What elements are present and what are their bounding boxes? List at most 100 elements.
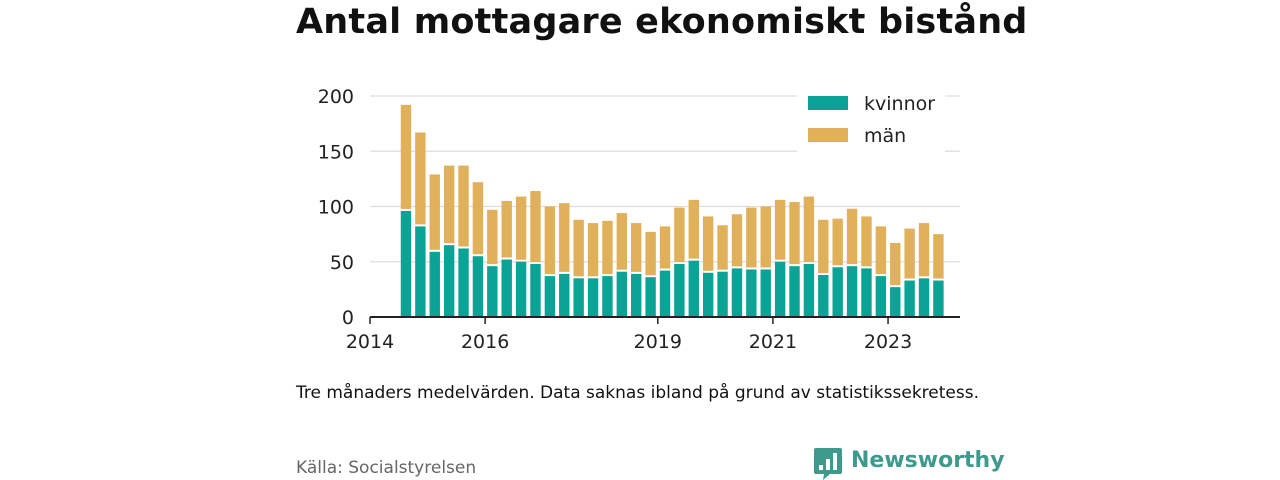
bar-man xyxy=(731,214,743,267)
chart-title: Antal mottagare ekonomiskt bistånd xyxy=(296,2,1028,42)
bar-man xyxy=(789,202,800,265)
bar-kvinnor xyxy=(631,273,642,317)
bar-man xyxy=(501,200,512,258)
bar-kvinnor xyxy=(861,268,872,317)
legend: kvinnor män xyxy=(797,84,945,152)
bar-kvinnor xyxy=(602,276,613,317)
bar-kvinnor xyxy=(587,278,599,317)
x-tick-label: 2014 xyxy=(346,331,394,353)
x-tick-label: 2021 xyxy=(749,331,797,353)
bar-kvinnor xyxy=(760,269,771,317)
legend-label-man: män xyxy=(864,125,906,147)
bar-man xyxy=(746,207,757,268)
bar-kvinnor xyxy=(415,226,426,317)
y-tick-label: 150 xyxy=(318,141,354,163)
bar-man xyxy=(818,219,829,274)
bar-kvinnor xyxy=(487,266,498,317)
bar-man xyxy=(933,234,944,279)
bar-man xyxy=(443,165,455,244)
bar-kvinnor xyxy=(458,248,469,317)
bar-man xyxy=(587,223,599,277)
y-tick-label: 0 xyxy=(342,307,354,329)
bar-man xyxy=(645,231,656,276)
bar-man xyxy=(458,165,469,247)
legend-swatch-man xyxy=(808,128,848,142)
bar-kvinnor xyxy=(933,280,944,317)
bar-man xyxy=(803,196,815,262)
bar-man xyxy=(616,213,628,270)
bar-man xyxy=(631,223,642,272)
bar-kvinnor xyxy=(530,263,541,317)
bar-kvinnor xyxy=(832,267,843,317)
bar-man xyxy=(429,174,440,250)
x-tick-label: 2019 xyxy=(634,331,682,353)
bar-kvinnor xyxy=(559,273,570,317)
bar-kvinnor xyxy=(746,269,757,317)
bar-man xyxy=(530,191,541,262)
bar-man xyxy=(846,208,858,265)
x-tick-label: 2016 xyxy=(461,331,509,353)
bar-man xyxy=(861,216,872,267)
legend-swatch-kvinnor xyxy=(808,96,848,110)
brand-name: Newsworthy xyxy=(851,448,1005,473)
bar-kvinnor xyxy=(774,261,786,317)
bar-kvinnor xyxy=(731,268,743,317)
stacked-bar-chart: 0 50 100 150 200 2014 2016 2019 2021 2023 kvinno… xyxy=(318,84,960,353)
bar-man xyxy=(760,206,771,268)
bar-kvinnor xyxy=(904,280,915,317)
legend-label-kvinnor: kvinnor xyxy=(864,93,935,115)
y-tick-label: 100 xyxy=(318,197,354,219)
bar-man xyxy=(400,104,412,209)
bar-man xyxy=(890,242,901,286)
bar-kvinnor xyxy=(645,277,656,317)
bar-man xyxy=(559,203,570,272)
y-axis-ticks: 0 50 100 150 200 xyxy=(318,86,354,329)
bar-man xyxy=(688,199,699,259)
bar-kvinnor xyxy=(846,266,858,317)
bar-kvinnor xyxy=(803,263,815,317)
bars xyxy=(400,104,944,317)
bar-man xyxy=(702,216,714,271)
bar-kvinnor xyxy=(674,263,685,317)
bar-man xyxy=(674,207,685,262)
bar-man xyxy=(602,220,613,275)
bar-man xyxy=(515,196,527,260)
bar-man xyxy=(573,219,584,277)
y-tick-label: 50 xyxy=(330,252,354,274)
bar-kvinnor xyxy=(501,259,512,317)
bar-kvinnor xyxy=(400,210,412,317)
bar-man xyxy=(774,199,786,260)
bar-kvinnor xyxy=(573,278,584,317)
chart-note: Tre månaders medelvärden. Data saknas ib… xyxy=(296,383,979,403)
bar-man xyxy=(472,182,484,255)
bar-kvinnor xyxy=(890,287,901,317)
bar-man xyxy=(487,209,498,265)
x-tick-label: 2023 xyxy=(864,331,912,353)
bar-kvinnor xyxy=(918,278,930,317)
newsworthy-logo-icon xyxy=(814,448,842,480)
y-tick-label: 200 xyxy=(318,86,354,108)
bar-kvinnor xyxy=(818,275,829,317)
bar-kvinnor xyxy=(472,256,484,317)
source-credit: Källa: Socialstyrelsen xyxy=(296,458,477,478)
bar-kvinnor xyxy=(659,270,671,317)
bar-man xyxy=(832,218,843,266)
bar-kvinnor xyxy=(544,276,556,317)
bar-man xyxy=(875,226,887,275)
bar-kvinnor xyxy=(875,276,887,317)
bar-kvinnor xyxy=(616,271,628,317)
bar-man xyxy=(918,223,930,277)
bar-man xyxy=(659,226,671,269)
bar-man xyxy=(544,206,556,275)
bar-kvinnor xyxy=(443,245,455,317)
x-axis-ticks: 2014 2016 2019 2021 2023 xyxy=(346,317,912,353)
bar-man xyxy=(717,225,728,270)
bar-kvinnor xyxy=(789,266,800,317)
bar-kvinnor xyxy=(702,272,714,317)
bar-kvinnor xyxy=(717,271,728,317)
bar-kvinnor xyxy=(688,260,699,317)
bar-man xyxy=(904,228,915,279)
bar-kvinnor xyxy=(515,261,527,317)
bar-man xyxy=(415,132,426,225)
bar-kvinnor xyxy=(429,251,440,317)
